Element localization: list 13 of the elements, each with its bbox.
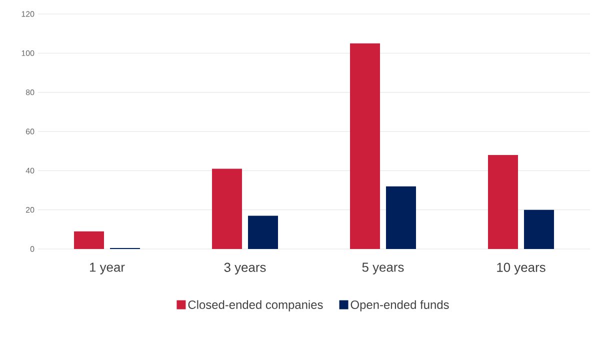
x-tick-label: 10 years (497, 262, 546, 275)
bar (488, 155, 518, 249)
legend-label: Closed-ended companies (188, 300, 323, 312)
bar (74, 231, 104, 249)
legend-label: Open-ended funds (350, 300, 449, 312)
bar (212, 168, 242, 249)
x-tick-label: 3 years (224, 262, 266, 275)
x-tick-label: 5 years (362, 262, 404, 274)
bar (386, 186, 416, 249)
bar (248, 216, 278, 249)
bar (350, 43, 380, 249)
x-tick-label: 1 year (90, 262, 125, 274)
bar (524, 210, 554, 249)
